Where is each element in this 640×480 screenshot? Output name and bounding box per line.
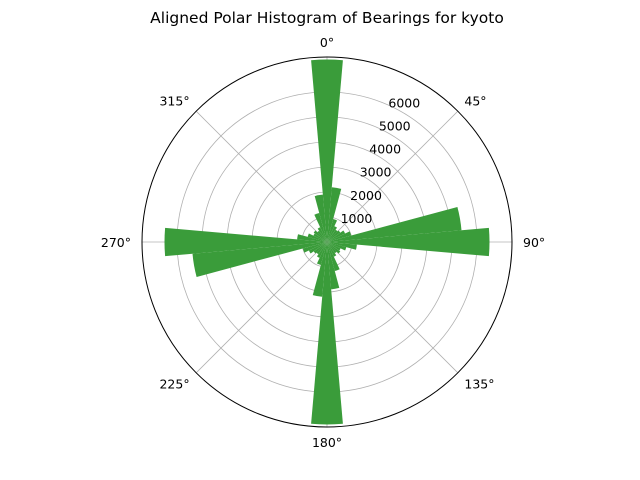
histogram-bar bbox=[317, 230, 327, 242]
histogram-bar bbox=[314, 213, 327, 242]
radial-tick-label: 4000 bbox=[369, 142, 401, 157]
histogram-bar bbox=[311, 242, 343, 425]
histogram-bars bbox=[164, 59, 490, 425]
histogram-bar bbox=[327, 227, 490, 257]
angle-tick-label: 225° bbox=[159, 376, 189, 391]
histogram-bar bbox=[327, 242, 337, 257]
histogram-bar bbox=[313, 242, 327, 254]
histogram-bar bbox=[327, 242, 337, 254]
histogram-bar bbox=[311, 59, 343, 242]
angular-gridline bbox=[326, 241, 459, 374]
histogram-bar bbox=[308, 242, 327, 254]
histogram-bar bbox=[316, 242, 327, 258]
angle-tick-label: 0° bbox=[320, 35, 334, 50]
histogram-bar bbox=[314, 194, 327, 242]
radial-tick-label: 1000 bbox=[341, 211, 373, 226]
angle-tick-label: 180° bbox=[312, 435, 342, 450]
histogram-bar bbox=[327, 231, 352, 242]
angle-tick-label: 135° bbox=[464, 376, 494, 391]
radial-tick-labels: 1000 2000 3000 4000 5000 6000 bbox=[341, 95, 421, 225]
histogram-bar bbox=[164, 227, 327, 257]
histogram-bar bbox=[327, 230, 346, 242]
histogram-bar bbox=[327, 229, 338, 242]
histogram-bar bbox=[327, 242, 340, 290]
histogram-bar bbox=[327, 242, 341, 251]
chart-title: Aligned Polar Histogram of Bearings for … bbox=[150, 9, 504, 27]
angle-tick-label: 315° bbox=[159, 94, 189, 109]
radial-tick-label: 5000 bbox=[379, 119, 411, 134]
angle-tick-label: 270° bbox=[101, 235, 131, 250]
radial-tick-label: 6000 bbox=[388, 95, 420, 110]
histogram-bar bbox=[302, 242, 327, 253]
radial-tick-label: 3000 bbox=[360, 165, 392, 180]
radial-tick-label: 2000 bbox=[350, 188, 382, 203]
histogram-bar bbox=[316, 242, 327, 265]
polar-frame bbox=[141, 56, 513, 428]
angular-gridline bbox=[195, 110, 328, 243]
histogram-bar bbox=[297, 234, 327, 242]
histogram-bar bbox=[307, 233, 327, 242]
histogram-bar bbox=[313, 233, 327, 242]
angle-tick-labels: 0° 45° 90° 135° 180° 225° 270° 315° bbox=[101, 35, 545, 450]
histogram-bar bbox=[192, 242, 327, 277]
angle-tick-label: 45° bbox=[464, 94, 486, 109]
histogram-bar bbox=[327, 230, 341, 242]
angle-tick-label: 90° bbox=[523, 235, 545, 250]
histogram-bar bbox=[316, 242, 327, 255]
histogram-bar bbox=[317, 227, 327, 242]
angular-gridline bbox=[195, 241, 328, 374]
histogram-bar bbox=[327, 226, 338, 242]
histogram-bar bbox=[327, 242, 357, 250]
histogram-bar bbox=[327, 242, 347, 251]
histogram-bar bbox=[327, 242, 341, 254]
histogram-bar bbox=[327, 207, 462, 242]
histogram-bar bbox=[313, 230, 327, 242]
histogram-bar bbox=[327, 187, 342, 242]
histogram-bar bbox=[327, 242, 340, 271]
histogram-bar bbox=[312, 242, 327, 297]
angular-gridline bbox=[326, 110, 459, 243]
histogram-bar bbox=[327, 219, 338, 242]
